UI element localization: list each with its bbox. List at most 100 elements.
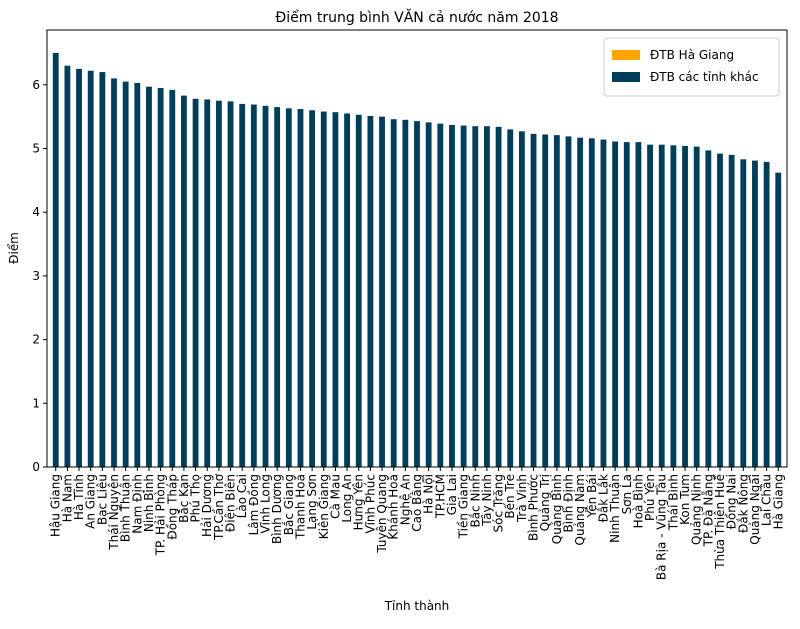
x-tick-label: Hải Dương — [200, 474, 214, 537]
bar — [635, 142, 642, 467]
x-tick-label: Hậu Giang — [49, 474, 63, 537]
bar — [588, 138, 595, 467]
y-axis-label: Điểm — [7, 232, 21, 264]
plot-frame — [46, 29, 788, 468]
x-tick-label: Bến Tre — [503, 474, 517, 519]
bar — [239, 103, 246, 467]
y-tick-label: 0 — [32, 460, 40, 474]
bar — [728, 154, 735, 467]
x-tick-label: Đồng Nai — [725, 474, 739, 529]
x-tick-label: Cao Bằng — [410, 474, 424, 532]
bar — [775, 172, 782, 467]
bar — [262, 105, 269, 467]
bar — [355, 114, 362, 467]
x-tick-label: Ninh Bình — [142, 474, 156, 532]
legend-label: ĐTB Hà Giang — [650, 48, 734, 62]
bar — [670, 145, 677, 467]
x-tick-label: Bắc Ninh — [468, 474, 482, 528]
x-tick-label: Quảng Ninh — [690, 474, 704, 545]
x-tick-label: Tây Ninh — [480, 474, 494, 527]
bar — [693, 146, 700, 467]
x-tick-label: Kiên Giang — [317, 474, 331, 539]
bar — [763, 161, 770, 467]
bar — [332, 112, 339, 467]
x-tick-label: Thanh Hoá — [293, 474, 307, 540]
x-tick-label: Hưng Yên — [352, 474, 366, 530]
y-tick-label: 4 — [32, 205, 40, 219]
legend-swatch — [612, 72, 640, 82]
bar — [565, 136, 572, 468]
x-axis-label: Tỉnh thành — [384, 599, 450, 613]
legend-label: ĐTB các tỉnh khác — [650, 70, 759, 84]
bar — [297, 108, 304, 467]
bar — [227, 101, 234, 468]
x-tick-label: TP.Cần Thơ — [212, 473, 226, 541]
bar — [111, 78, 117, 467]
x-tick-label: Bình Định — [561, 474, 575, 532]
x-tick-label: Kon Tum — [678, 474, 692, 525]
bar — [215, 100, 222, 468]
bar — [425, 122, 432, 467]
bar — [379, 116, 385, 468]
bar — [623, 142, 630, 467]
bar — [530, 133, 537, 468]
x-tick-label: Phú Thọ — [189, 474, 203, 523]
x-tick-label: Hà Tĩnh — [72, 474, 86, 520]
x-tick-label: Lai Châu — [760, 474, 774, 526]
x-tick-label: Nghệ An — [398, 474, 412, 525]
bar — [390, 119, 397, 468]
x-tick-label: Long An — [340, 474, 354, 523]
bar — [472, 126, 479, 467]
bar — [320, 111, 327, 467]
x-tick-label: Bạc Liêu — [95, 474, 109, 525]
y-tick-label: 3 — [32, 269, 40, 283]
x-tick-label: An Giang — [84, 474, 98, 529]
x-tick-label: TP.HCM — [433, 474, 447, 519]
x-tick-label: Điện Biên — [224, 474, 238, 532]
bar — [600, 139, 607, 467]
x-tick-label: Thái Nguyên — [107, 474, 121, 551]
x-tick-label: Khánh Hoà — [387, 474, 401, 540]
x-tick-label: Bắc Kạn — [177, 474, 191, 523]
bar — [181, 95, 187, 467]
x-tick-label: Hà Nội — [422, 474, 436, 514]
x-tick-label: Vĩnh Phúc — [363, 474, 377, 534]
bar — [449, 124, 455, 468]
y-tick-label: 2 — [32, 333, 40, 347]
x-tick-label: Bình Dương — [270, 474, 284, 544]
x-tick-label: Quảng Ngãi — [748, 474, 762, 545]
bar — [192, 98, 199, 468]
x-tick-label: Gia Lai — [445, 474, 459, 515]
bar — [285, 108, 292, 468]
bar — [309, 110, 316, 467]
x-tick-label: Bình Phước — [527, 474, 541, 541]
x-tick-label: Quảng Bình — [550, 474, 564, 544]
chart-title: Điểm trung bình VĂN cả nước năm 2018 — [275, 8, 558, 26]
x-tick-label: Lào Cai — [235, 474, 249, 518]
x-tick-label: Đồng Tháp — [165, 474, 179, 540]
x-tick-label: Thừa Thiên Huế — [713, 473, 727, 569]
x-tick-label: TP. Đà Nẵng — [701, 474, 715, 547]
x-tick-label: Bắc Giang — [282, 474, 296, 535]
y-tick-label: 1 — [32, 396, 40, 410]
bar — [542, 134, 549, 468]
x-tick-label: Đắk Lắk — [596, 474, 610, 522]
legend-box — [603, 37, 780, 97]
x-tick-label: Sóc Trăng — [492, 474, 506, 532]
bar — [157, 87, 164, 467]
bar — [553, 135, 560, 468]
bar — [134, 82, 141, 468]
x-tick-label: Phú Yên — [643, 474, 657, 521]
bar — [518, 131, 525, 467]
x-tick-label: Thái Bình — [666, 474, 680, 531]
bar — [367, 115, 374, 468]
x-tick-label: Hà Giang — [771, 474, 785, 529]
bar — [52, 52, 59, 467]
x-tick-label: Hoà Bình — [631, 474, 645, 528]
bar — [64, 65, 71, 468]
x-tick-label: Tiền Giang — [457, 474, 471, 539]
bar — [274, 107, 281, 468]
x-tick-label: Cà Mau — [328, 474, 342, 519]
x-tick-label: TP. Hải Phòng — [154, 474, 168, 556]
